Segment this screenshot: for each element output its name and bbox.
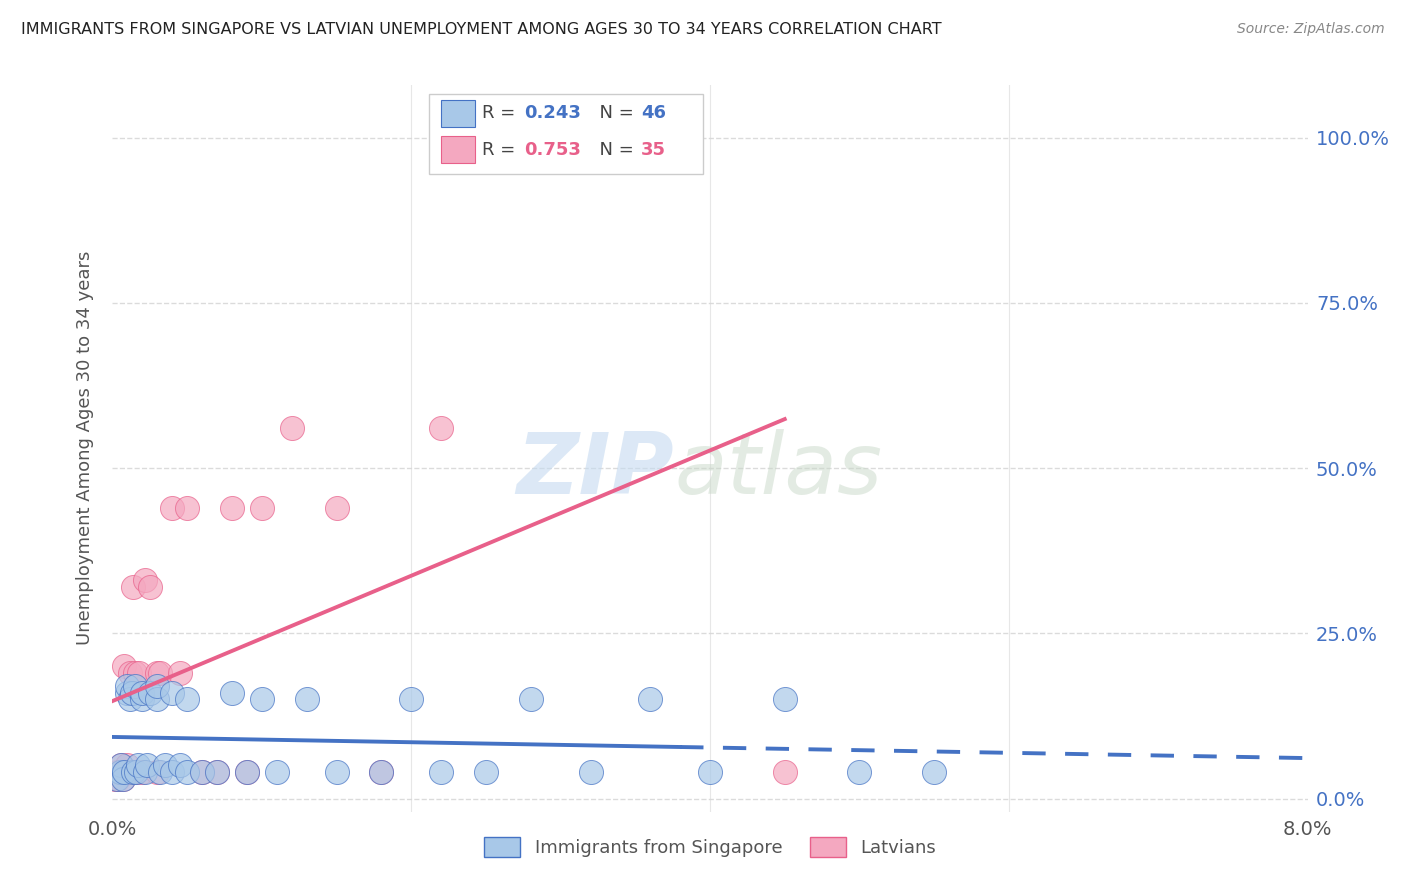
Text: 0.753: 0.753 xyxy=(524,141,581,159)
Point xyxy=(149,665,172,680)
Point xyxy=(111,772,134,786)
Point xyxy=(922,765,945,780)
Point xyxy=(120,692,142,706)
Point xyxy=(146,765,169,780)
Point xyxy=(236,765,259,780)
Point xyxy=(108,765,131,780)
Text: Source: ZipAtlas.com: Source: ZipAtlas.com xyxy=(1237,22,1385,37)
Point xyxy=(124,679,146,693)
Point xyxy=(114,765,135,780)
Point xyxy=(191,765,214,780)
Text: R =: R = xyxy=(482,141,522,159)
Text: R =: R = xyxy=(482,104,522,122)
Point xyxy=(122,765,145,780)
Point xyxy=(110,758,132,772)
Text: N =: N = xyxy=(588,141,640,159)
Point xyxy=(108,765,131,780)
Point xyxy=(325,765,347,780)
Point xyxy=(139,580,162,594)
Y-axis label: Unemployment Among Ages 30 to 34 years: Unemployment Among Ages 30 to 34 years xyxy=(76,251,94,646)
Point xyxy=(131,765,153,780)
Point xyxy=(191,765,214,780)
Point xyxy=(250,500,273,515)
Point xyxy=(205,765,228,780)
Point xyxy=(134,765,156,780)
Point xyxy=(117,758,139,772)
Text: 35: 35 xyxy=(641,141,666,159)
Point xyxy=(250,692,273,706)
Point xyxy=(139,686,162,700)
Point xyxy=(117,679,139,693)
Text: IMMIGRANTS FROM SINGAPORE VS LATVIAN UNEMPLOYMENT AMONG AGES 30 TO 34 YEARS CORR: IMMIGRANTS FROM SINGAPORE VS LATVIAN UNE… xyxy=(21,22,942,37)
Point xyxy=(176,692,198,706)
Point xyxy=(125,765,148,780)
Point xyxy=(162,686,183,700)
Point xyxy=(110,758,132,772)
Point xyxy=(124,665,146,680)
Point xyxy=(105,765,128,780)
Point xyxy=(104,772,127,786)
Point xyxy=(131,686,153,700)
Point xyxy=(773,765,796,780)
Point xyxy=(579,765,602,780)
Point xyxy=(146,692,169,706)
Point xyxy=(107,772,129,786)
Point xyxy=(475,765,498,780)
Text: atlas: atlas xyxy=(675,428,882,511)
Point xyxy=(131,692,153,706)
Point xyxy=(111,772,134,786)
Point xyxy=(281,421,304,435)
Point xyxy=(520,692,543,706)
Point xyxy=(221,500,243,515)
Point xyxy=(370,765,392,780)
Point xyxy=(236,765,259,780)
Point xyxy=(105,772,128,786)
Point xyxy=(699,765,721,780)
Point xyxy=(134,574,156,588)
Point xyxy=(221,686,243,700)
Text: 46: 46 xyxy=(641,104,666,122)
Point xyxy=(169,665,191,680)
Point xyxy=(162,765,183,780)
Point xyxy=(550,130,572,145)
Point xyxy=(176,500,198,515)
Point xyxy=(169,758,191,772)
Legend: Immigrants from Singapore, Latvians: Immigrants from Singapore, Latvians xyxy=(477,830,943,864)
Text: N =: N = xyxy=(588,104,640,122)
Point xyxy=(370,765,392,780)
Text: ZIP: ZIP xyxy=(516,428,675,511)
Point xyxy=(121,686,143,700)
Point xyxy=(146,665,169,680)
Point xyxy=(135,758,157,772)
Point xyxy=(848,765,870,780)
Point xyxy=(640,692,662,706)
Point xyxy=(295,692,318,706)
Point xyxy=(176,765,198,780)
Point xyxy=(153,758,176,772)
Point xyxy=(401,692,423,706)
Point xyxy=(121,765,143,780)
Point xyxy=(125,765,148,780)
Point xyxy=(128,665,150,680)
Point xyxy=(773,692,796,706)
Point xyxy=(146,679,169,693)
Text: 0.243: 0.243 xyxy=(524,104,581,122)
Point xyxy=(430,765,453,780)
Point xyxy=(430,421,453,435)
Point xyxy=(149,765,172,780)
Point xyxy=(266,765,288,780)
Point xyxy=(122,580,145,594)
Point xyxy=(325,500,347,515)
Point xyxy=(162,500,183,515)
Point xyxy=(127,758,149,772)
Point xyxy=(120,665,142,680)
Point xyxy=(117,686,139,700)
Point xyxy=(117,765,139,780)
Point xyxy=(114,659,135,673)
Point xyxy=(205,765,228,780)
